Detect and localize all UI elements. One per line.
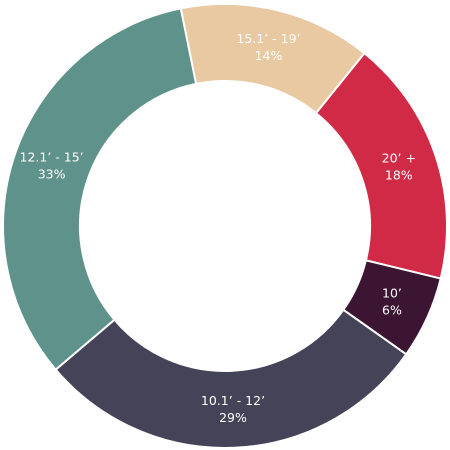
donut-segment [2,7,198,371]
segment-label: 12.1’ - 15’ [20,149,84,164]
donut-segment [54,308,408,449]
segment-value: 14% [255,48,283,63]
segment-value: 33% [38,166,66,181]
segment-label: 15.1’ - 19’ [236,31,300,46]
segment-label: 10’ [382,286,402,301]
segment-value: 6% [382,303,402,318]
segment-label: 10.1’ - 12’ [201,393,265,408]
segment-label: 20’ + [382,151,416,166]
segment-value: 18% [385,168,413,183]
segment-value: 29% [219,410,247,425]
